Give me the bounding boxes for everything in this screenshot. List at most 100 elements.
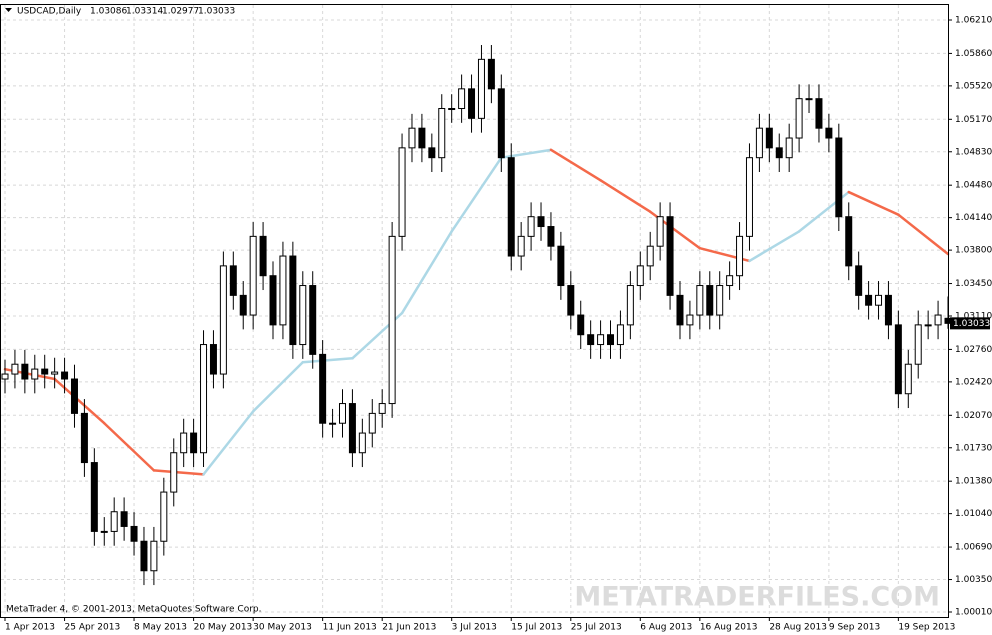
candle-body <box>865 294 873 306</box>
candle-body <box>706 285 714 316</box>
candle-body <box>656 216 664 247</box>
candle-body <box>229 265 237 296</box>
header-high: 1.03314 <box>126 7 163 17</box>
candle-body <box>636 265 644 287</box>
marks <box>1 45 952 586</box>
y-tick-label: 1.04480 <box>955 181 992 191</box>
candle-body <box>150 540 158 572</box>
candle-body <box>279 255 287 326</box>
x-tick-label: 3 Jul 2013 <box>452 623 497 633</box>
y-tick-label: 1.03450 <box>955 279 992 289</box>
candle-body <box>130 525 138 542</box>
candle-body <box>726 275 734 287</box>
moving-average <box>251 360 305 413</box>
candle-body <box>934 314 942 326</box>
candle-body <box>398 147 406 237</box>
last-price-box <box>950 317 990 330</box>
candle-body <box>815 98 823 129</box>
y-tick-label: 1.04830 <box>955 147 992 157</box>
candle-body <box>875 294 883 306</box>
candle-body <box>646 245 654 267</box>
candle-body <box>21 363 29 380</box>
candle-body <box>785 137 793 159</box>
candle-body <box>348 403 356 454</box>
candle-body <box>120 511 128 527</box>
candle-body <box>160 491 168 542</box>
moving-average <box>53 377 106 425</box>
candle-body <box>527 216 535 237</box>
moving-average <box>847 190 900 216</box>
candle-body <box>209 344 217 375</box>
moving-average <box>202 410 255 476</box>
candle-body <box>80 412 88 464</box>
candle-body <box>547 226 555 247</box>
candle-body <box>289 255 297 346</box>
watermark: METATRADERFILES.COM <box>574 582 940 613</box>
candle-body <box>765 127 773 149</box>
candle-body <box>408 127 416 149</box>
header-close: 1.03033 <box>198 7 235 17</box>
y-tick-label: 1.00690 <box>955 543 992 553</box>
candle-body <box>90 462 98 532</box>
last-price-label: 1.03033 <box>953 319 990 329</box>
moving-average <box>599 179 652 213</box>
moving-average <box>152 469 205 476</box>
menu-arrow[interactable] <box>5 8 12 12</box>
y-tick-label: 1.03800 <box>955 246 992 256</box>
candle-body <box>666 216 674 296</box>
x-tick-label: 20 May 2013 <box>194 623 253 633</box>
x-tick-label: 21 Jun 2013 <box>382 623 436 633</box>
y-tick-label: 1.05860 <box>955 49 992 59</box>
candle-body <box>567 285 575 316</box>
candle-body <box>845 216 853 267</box>
candle-body <box>358 432 366 454</box>
y-tick-label: 1.01040 <box>955 509 992 519</box>
candle-body <box>517 235 525 257</box>
moving-average <box>103 421 156 472</box>
candle-body <box>448 108 456 111</box>
candle-body <box>269 275 277 326</box>
candle-body <box>825 127 833 139</box>
moving-average <box>897 213 950 256</box>
x-tick-label: 25 Apr 2013 <box>65 623 121 633</box>
moving-average <box>450 156 503 233</box>
y-tick-label: 1.02760 <box>955 345 992 355</box>
x-tick-label: 19 Sep 2013 <box>898 623 955 633</box>
x-tick-label: 16 Aug 2013 <box>700 623 758 633</box>
candle-body <box>537 216 545 228</box>
candle-body <box>716 285 724 316</box>
candle-body <box>775 147 783 159</box>
candle-body <box>468 88 476 119</box>
y-tick-label: 1.03110 <box>955 312 992 322</box>
candle-body <box>835 137 843 218</box>
candle-body <box>745 157 753 237</box>
candle-body <box>259 235 267 277</box>
candle-body <box>557 245 565 287</box>
candle-body <box>299 285 307 346</box>
candle-body <box>41 368 49 375</box>
x-tick-label: 9 Sep 2013 <box>829 623 880 633</box>
candle-body <box>110 511 118 532</box>
candle-body <box>904 363 912 395</box>
candle-body <box>616 324 624 346</box>
candle-body <box>795 98 803 139</box>
candle-body <box>696 285 704 316</box>
candle-body <box>914 324 922 365</box>
plot-border <box>0 4 949 618</box>
x-tick-label: 8 May 2013 <box>134 623 187 633</box>
candle-body <box>607 334 615 346</box>
y-tick-label: 1.00350 <box>955 575 992 585</box>
candle-body <box>190 432 198 454</box>
candle-body <box>219 265 227 375</box>
candle-body <box>924 324 932 327</box>
candle-body <box>51 371 59 375</box>
candle-body <box>239 294 247 316</box>
candle-body <box>676 294 684 326</box>
candle-body <box>736 235 744 277</box>
moving-average <box>500 148 553 159</box>
candle-body <box>61 371 69 380</box>
candle-body <box>31 368 39 380</box>
candle-body <box>855 265 863 296</box>
candle-body <box>487 58 495 90</box>
